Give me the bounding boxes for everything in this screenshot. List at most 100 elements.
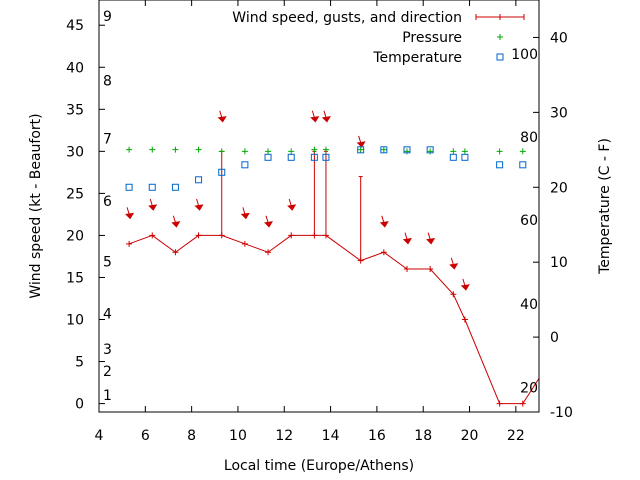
legend: Wind speed, gusts, and direction Pressure… [232,10,525,66]
y-left-tick-label: 0 [75,397,84,413]
wind-direction-arrowhead [287,204,297,211]
y-right-tick-label: 10 [550,255,568,271]
pressure-point [322,146,329,153]
x-tick-label: 14 [322,428,340,444]
temperature-point [322,153,330,161]
wind-speed-point [126,240,133,247]
y-left-tick-label: 45 [66,18,84,34]
wind-speed-point [404,266,410,273]
temperature-point [449,153,457,161]
temperature-point [241,161,249,169]
fahrenheit-label: 80 [520,130,538,146]
temperature-point [125,183,133,191]
wind-speed-point [241,240,248,247]
temperature-point [287,153,295,161]
y-left-tick-label: 40 [66,60,84,76]
pressure-point [450,148,457,155]
fahrenheit-label: 60 [520,213,538,229]
legend-pressure-sample [497,34,503,40]
y-right-tick-label: 0 [550,330,559,346]
pressure-point [218,148,225,155]
temperature-point [218,168,226,176]
pressure-point [172,146,179,153]
y-left-tick-label: 20 [66,228,84,244]
temperature-point [426,146,434,154]
fahrenheit-label: 100 [511,47,538,63]
wind-direction-arrowhead [171,221,181,228]
wind-speed-point [450,291,457,298]
x-axis-label: Local time (Europe/Athens) [224,458,414,474]
pressure-point [126,146,133,153]
pressure-point [519,148,526,155]
wind-speed-point [380,249,387,256]
wind-direction-arrowhead [240,212,250,220]
legend-temperature-label: Temperature [372,50,462,66]
temperature-point [519,161,527,169]
wind-speed-point [519,400,526,407]
wind-direction-arrowhead [310,116,320,123]
temperature-point [357,146,365,154]
temperature-point [403,146,411,154]
beaufort-label: 2 [103,364,112,380]
beaufort-label: 9 [103,9,112,25]
temperature-point [496,161,504,169]
pressure-point [380,146,387,153]
wind-direction-arrowhead [194,204,204,211]
wind-direction-arrowhead [379,221,389,228]
beaufort-label: 6 [103,194,112,210]
y-left-tick-label: 30 [66,144,84,160]
pressure-point [496,148,503,155]
y-left-tick-label: 5 [75,355,84,371]
wind-speed-point [149,232,156,239]
y-axis-right-label: Temperature (C - F) [597,138,613,275]
pressure-point [427,148,434,155]
wind-direction-arrowhead [449,263,459,270]
pressure-point [288,148,295,155]
x-tick-label: 6 [141,428,150,444]
temperature-point [380,146,388,154]
temperature-point [171,183,179,191]
wind-direction-arrowhead [356,141,366,148]
x-tick-label: 22 [507,428,525,444]
x-tick-label: 12 [275,428,293,444]
pressure-point [461,148,468,155]
y-left-tick-label: 10 [66,313,84,329]
beaufort-label: 7 [103,132,112,148]
wind-direction-arrowhead [402,237,412,245]
beaufort-label: 8 [103,74,112,90]
beaufort-label: 1 [103,388,112,404]
wind-speed-point [265,249,272,256]
wind-direction-arrowhead [263,221,274,228]
wind-speed-point [427,266,434,273]
y-right-tick-label: 20 [550,180,568,196]
legend-wind-label: Wind speed, gusts, and direction [232,10,462,26]
pressure-point [149,146,156,153]
pressure-point [357,146,364,153]
legend-temperature-sample [496,53,504,61]
wind-direction-arrowhead [125,212,135,220]
wind-speed-line [128,234,540,405]
wind-speed-point [288,232,295,239]
y-right-tick-label: 30 [550,105,568,121]
pressure-point [265,148,272,155]
beaufort-label: 5 [103,254,112,270]
y-left-tick-label: 35 [66,102,84,118]
temperature-point [264,153,272,161]
wind-speed-point [172,249,179,256]
beaufort-label: 3 [103,342,112,358]
wind-speed-point [195,232,202,239]
tick-labels-layer: 4 6 8 10 12 14 16 18 20 22051015202530354045-1001… [66,9,573,444]
series-layer [125,110,540,407]
y-axis-left-label: Wind speed (kt - Beaufort) [28,113,44,298]
y-right-tick-label: -10 [550,405,573,421]
y-left-tick-label: 25 [66,186,84,202]
pressure-point [241,148,248,155]
temperature-point [461,153,469,161]
fahrenheit-label: 20 [520,380,538,396]
temperature-point [195,176,203,184]
temperature-point [148,183,156,191]
wind-direction-arrowhead [217,116,227,123]
pressure-point [195,146,202,153]
x-tick-label: 10 [229,428,247,444]
